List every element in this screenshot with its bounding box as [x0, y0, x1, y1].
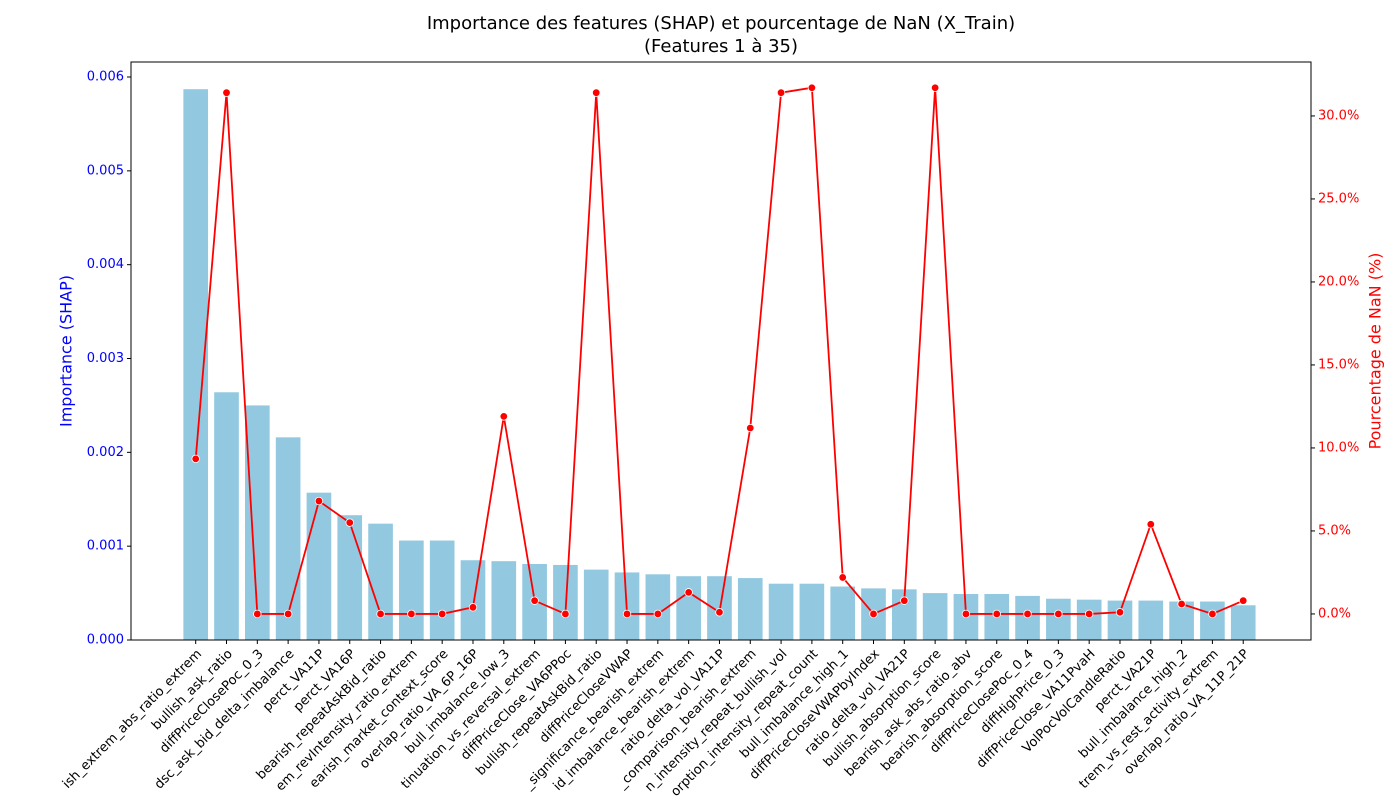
- point: [930, 83, 940, 92]
- y2-tick-label: 10.0%: [1318, 440, 1359, 455]
- y2-axis-label: Pourcentage de NaN (%): [1366, 253, 1385, 450]
- point: [499, 412, 508, 421]
- bar: [337, 515, 363, 640]
- point: [900, 596, 909, 605]
- plot-frame: [130, 61, 1312, 641]
- y-tick-label: 0.001: [87, 539, 124, 554]
- y-tick-label: 0.003: [87, 351, 124, 366]
- chart-subtitle: (Features 1 à 35): [644, 36, 798, 57]
- y2-tick-label: 30.0%: [1318, 108, 1359, 123]
- y2-tick-label: 5.0%: [1318, 523, 1351, 538]
- bar: [491, 561, 517, 640]
- bar: [737, 578, 763, 640]
- bar: [676, 576, 701, 640]
- point: [1054, 609, 1063, 619]
- point: [807, 83, 817, 92]
- bar: [1200, 601, 1225, 640]
- bar: [275, 437, 301, 640]
- point: [1115, 608, 1125, 617]
- point: [283, 609, 293, 619]
- bar: [799, 583, 825, 640]
- y-tick-label: 0.004: [87, 257, 124, 272]
- point: [684, 588, 693, 597]
- point: [1208, 609, 1217, 619]
- bar: [306, 492, 332, 640]
- point: [776, 88, 786, 97]
- point: [715, 608, 724, 617]
- bar: [368, 523, 393, 640]
- y2-tick-label: 25.0%: [1318, 191, 1359, 206]
- point: [592, 88, 601, 97]
- point: [191, 454, 200, 464]
- point: [530, 596, 539, 605]
- point: [1177, 599, 1186, 609]
- bar: [922, 593, 948, 640]
- bar: [1046, 598, 1071, 640]
- point: [376, 609, 385, 619]
- bar: [1076, 599, 1102, 640]
- point: [407, 609, 416, 619]
- point: [253, 609, 262, 619]
- y-tick-label: 0.002: [87, 445, 124, 460]
- point: [869, 609, 878, 619]
- point: [992, 609, 1001, 619]
- bar: [429, 540, 455, 640]
- bar: [830, 586, 856, 640]
- point: [1146, 520, 1155, 529]
- bar: [399, 540, 424, 640]
- bar: [1230, 605, 1256, 640]
- bar: [1107, 600, 1133, 640]
- bar: [1138, 600, 1164, 640]
- point: [561, 609, 570, 619]
- point: [838, 573, 847, 582]
- point: [653, 609, 663, 619]
- point: [746, 423, 755, 433]
- point: [1023, 609, 1032, 619]
- bar: [460, 560, 486, 640]
- y-tick-label: 0.006: [87, 70, 124, 85]
- point: [314, 496, 324, 506]
- y2-tick-label: 0.0%: [1318, 606, 1351, 621]
- point: [1084, 609, 1094, 619]
- y2-tick-label: 15.0%: [1318, 357, 1359, 372]
- chart-title: Importance des features (SHAP) et pource…: [427, 13, 1015, 34]
- point: [468, 603, 478, 612]
- bar: [214, 392, 239, 640]
- bar: [768, 583, 794, 640]
- point: [961, 609, 971, 619]
- y-axis-label: Importance (SHAP): [57, 275, 76, 427]
- point: [437, 609, 447, 619]
- y-tick-label: 0.005: [87, 163, 124, 178]
- point: [1239, 596, 1248, 605]
- point: [622, 609, 632, 619]
- y2-tick-label: 20.0%: [1318, 274, 1359, 289]
- bar: [583, 569, 609, 640]
- y-tick-label: 0.000: [87, 633, 124, 648]
- point: [345, 518, 354, 527]
- point: [222, 88, 231, 97]
